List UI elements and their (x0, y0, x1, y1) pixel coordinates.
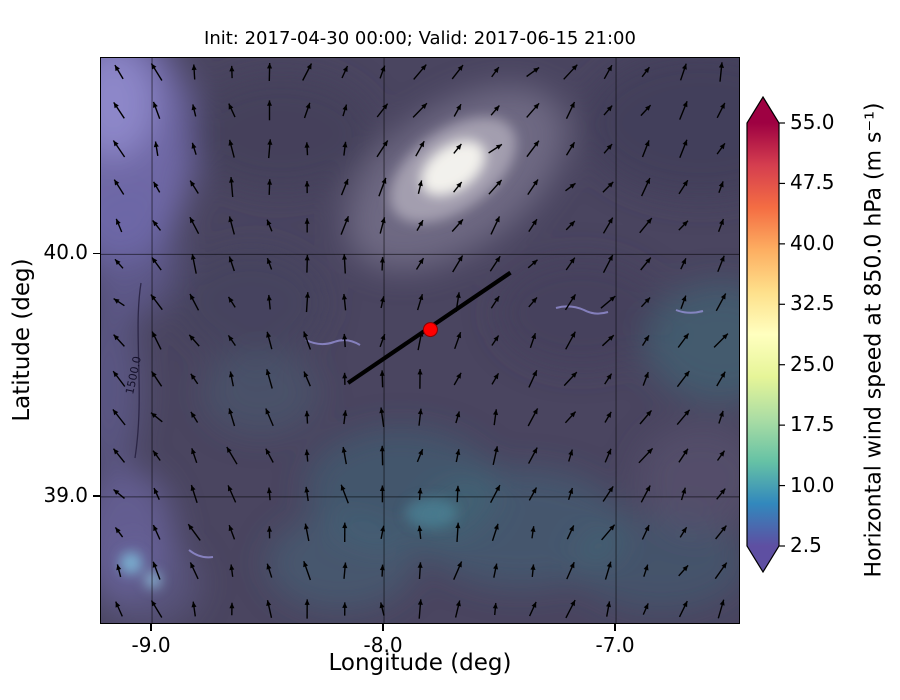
colorbar-tick-marks (779, 122, 785, 547)
geopotential-contour-line (134, 282, 142, 459)
wind-vectors (112, 62, 729, 619)
river-lines (188, 305, 704, 559)
plot-title: Init: 2017-04-30 00:00; Valid: 2017-06-1… (204, 28, 636, 49)
x-tick-mark (614, 624, 616, 631)
colorbar-tick-label: 55.0 (790, 110, 835, 134)
colorbar-tick-label: 25.0 (790, 351, 835, 376)
x-tick-label: -9.0 (131, 633, 171, 657)
x-tick-mark (382, 624, 384, 631)
x-axis-label: Longitude (deg) (328, 650, 512, 676)
colorbar-tick-label: 17.5 (790, 412, 835, 437)
y-tick-label: 39.0 (43, 482, 88, 507)
wind-speed-maximum (120, 117, 517, 588)
colorbar-gradient-bar (746, 96, 780, 574)
colorbar-label: Horizontal wind speed at 850.0 hPa (m s⁻… (861, 102, 887, 578)
x-tick-mark (150, 624, 152, 631)
y-axis-label: Latitude (deg) (9, 258, 35, 422)
y-tick-mark (93, 252, 100, 255)
colorbar-tick-label: 32.5 (790, 291, 835, 316)
y-tick-mark (93, 495, 100, 497)
y-tick-label: 40.0 (43, 240, 88, 265)
colorbar (746, 96, 785, 574)
colorbar-tick-label: 40.0 (790, 230, 835, 255)
x-tick-label: -8.0 (363, 633, 403, 657)
colorbar-tick-label: 10.0 (790, 472, 835, 497)
location-marker (422, 322, 438, 338)
x-tick-label: -7.0 (595, 633, 635, 657)
colorbar-tick-label: 47.5 (790, 170, 835, 195)
colorbar-tick-label: 2.5 (790, 533, 822, 557)
map-plot-area: 1500.0 (44, 23, 821, 628)
wind-field-map: 1500.0 (44, 23, 821, 628)
